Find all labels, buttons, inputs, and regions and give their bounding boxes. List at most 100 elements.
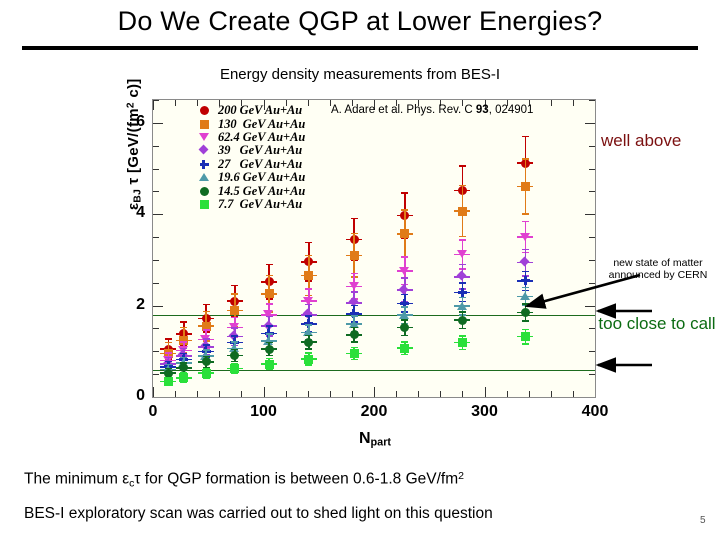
error-bar-cap — [521, 158, 529, 160]
error-bar-cap — [401, 256, 409, 258]
error-bar-cap — [350, 326, 358, 329]
error-bar-cap — [401, 334, 409, 337]
axis-tick-x — [484, 100, 486, 110]
error-bar-cap — [265, 333, 273, 335]
error-bar-cap — [265, 341, 273, 344]
error-bar-cap — [521, 220, 529, 223]
axis-tick-x — [219, 100, 221, 106]
error-bar-cap — [401, 318, 409, 321]
error-bar-cap — [231, 316, 239, 319]
axis-tick-x — [528, 100, 530, 106]
legend-item-14-5-gev-au-au[interactable]: 14.5 GeV Au+Au — [197, 184, 305, 198]
error-bar-cap — [180, 321, 188, 323]
axis-tick-x — [197, 100, 199, 106]
axis-tick-x — [506, 391, 508, 397]
error-bar-cap — [401, 353, 409, 356]
axis-tick-y — [589, 168, 595, 170]
error-bar-cap — [231, 360, 239, 363]
legend-label: 62.4 GeV Au+Au — [218, 129, 306, 144]
epsilon-subscript: c — [129, 477, 135, 490]
data-point — [400, 323, 410, 333]
error-bar-cap — [265, 357, 273, 360]
error-bar-cap — [180, 381, 188, 384]
annotation-well-above: well above — [601, 131, 682, 150]
legend-marker-icon — [197, 131, 211, 144]
error-bar-cap — [202, 303, 210, 306]
error-bar-cap — [164, 338, 172, 340]
slide-subtitle: Energy density measurements from BES-I — [219, 66, 501, 83]
data-point — [229, 344, 240, 353]
data-point — [520, 332, 530, 342]
axis-label-y: 2 — [136, 295, 145, 313]
fm-squared-superscript: 2 — [458, 470, 464, 482]
axis-label-y: 6 — [136, 112, 145, 130]
data-point — [179, 363, 189, 373]
error-bar-cap — [350, 304, 358, 307]
legend-item-130-gev-au-au[interactable]: 130 GeV Au+Au — [197, 117, 305, 131]
error-bar-cap — [231, 348, 239, 351]
legend-item-19-6-gev-au-au[interactable]: 19.6 GeV Au+Au — [197, 170, 306, 185]
error-bar-cap — [305, 352, 313, 354]
axis-tick-y — [589, 191, 595, 193]
axis-tick-x — [418, 100, 420, 106]
legend-item-39-gev-au-au[interactable]: 39 GeV Au+Au — [197, 143, 305, 158]
axis-tick-x — [374, 100, 375, 110]
data-point — [399, 310, 410, 319]
axis-tick-y — [153, 145, 159, 147]
error-bar-cap — [521, 212, 529, 215]
error-bar-cap — [164, 360, 172, 363]
series-7-7-gev-au-au — [153, 100, 595, 397]
error-bar-cap — [458, 311, 466, 313]
error-bar-cap — [305, 315, 313, 317]
data-point — [520, 276, 530, 286]
error-bar-cap — [305, 303, 313, 306]
legend-item-200-gev-au-au[interactable]: 200 GeV Au+Au — [197, 103, 305, 118]
error-bar-cap — [305, 324, 313, 327]
error-bar-cap — [231, 327, 239, 329]
axis-tick-x — [440, 391, 442, 397]
error-bar-cap — [458, 235, 466, 238]
legend-item-27-gev-au-au[interactable]: 27 GeV Au+Au — [197, 157, 305, 171]
error-bar-cap — [401, 191, 409, 194]
x-axis-title: Npart — [358, 430, 392, 449]
axis-tick-x — [285, 100, 287, 106]
error-bar-cap — [265, 368, 273, 371]
axis-tick-y — [589, 145, 595, 147]
data-point — [264, 359, 274, 369]
axis-label-x: 400 — [581, 403, 609, 420]
y-axis-title: εBJ τ [GeV/(fm2 c)] — [125, 78, 144, 210]
bottom-text-line-1: The minimum εcτ for QGP formation is bet… — [24, 470, 464, 490]
legend-label: 39 GeV Au+Au — [218, 143, 303, 158]
axis-tick-y — [589, 374, 595, 376]
chart-legend: 200 GeV Au+Au 130 GeV Au+Au 62.4 GeV Au+Au… — [197, 103, 306, 211]
error-bar-cap — [202, 310, 210, 313]
legend-label: 19.6 GeV Au+Au — [218, 170, 306, 185]
error-bar-cap — [202, 338, 210, 340]
data-point — [230, 306, 240, 316]
axis-tick-x — [374, 387, 375, 397]
error-bar-cap — [180, 372, 188, 375]
axis-tick-y — [589, 100, 595, 101]
error-bar-cap — [458, 327, 466, 330]
data-point — [201, 321, 211, 331]
axis-tick-y — [153, 100, 159, 101]
error-bar-cap — [180, 341, 188, 343]
axis-tick-y — [153, 168, 159, 170]
axis-tick-x — [506, 100, 508, 106]
axis-tick-x — [440, 100, 442, 106]
annotation-too-close: too close to call — [598, 314, 716, 333]
legend-item-62-4-gev-au-au[interactable]: 62.4 GeV Au+Au — [197, 129, 306, 144]
error-bar-cap — [202, 366, 210, 369]
axis-tick-x — [484, 387, 486, 397]
error-bar-cap — [350, 272, 358, 275]
data-point — [349, 309, 359, 319]
axis-tick-x — [396, 100, 398, 106]
legend-marker-icon — [197, 171, 211, 184]
error-bar-cap — [401, 293, 409, 296]
bottom-text-line-2: BES-I exploratory scan was carried out t… — [24, 505, 493, 522]
data-point — [304, 354, 314, 364]
legend-label: 200 GeV Au+Au — [218, 103, 303, 118]
legend-item-7-7-gev-au-au[interactable]: 7.7 GeV Au+Au — [197, 197, 305, 211]
axis-tick-x — [550, 100, 552, 106]
data-point — [349, 250, 359, 260]
